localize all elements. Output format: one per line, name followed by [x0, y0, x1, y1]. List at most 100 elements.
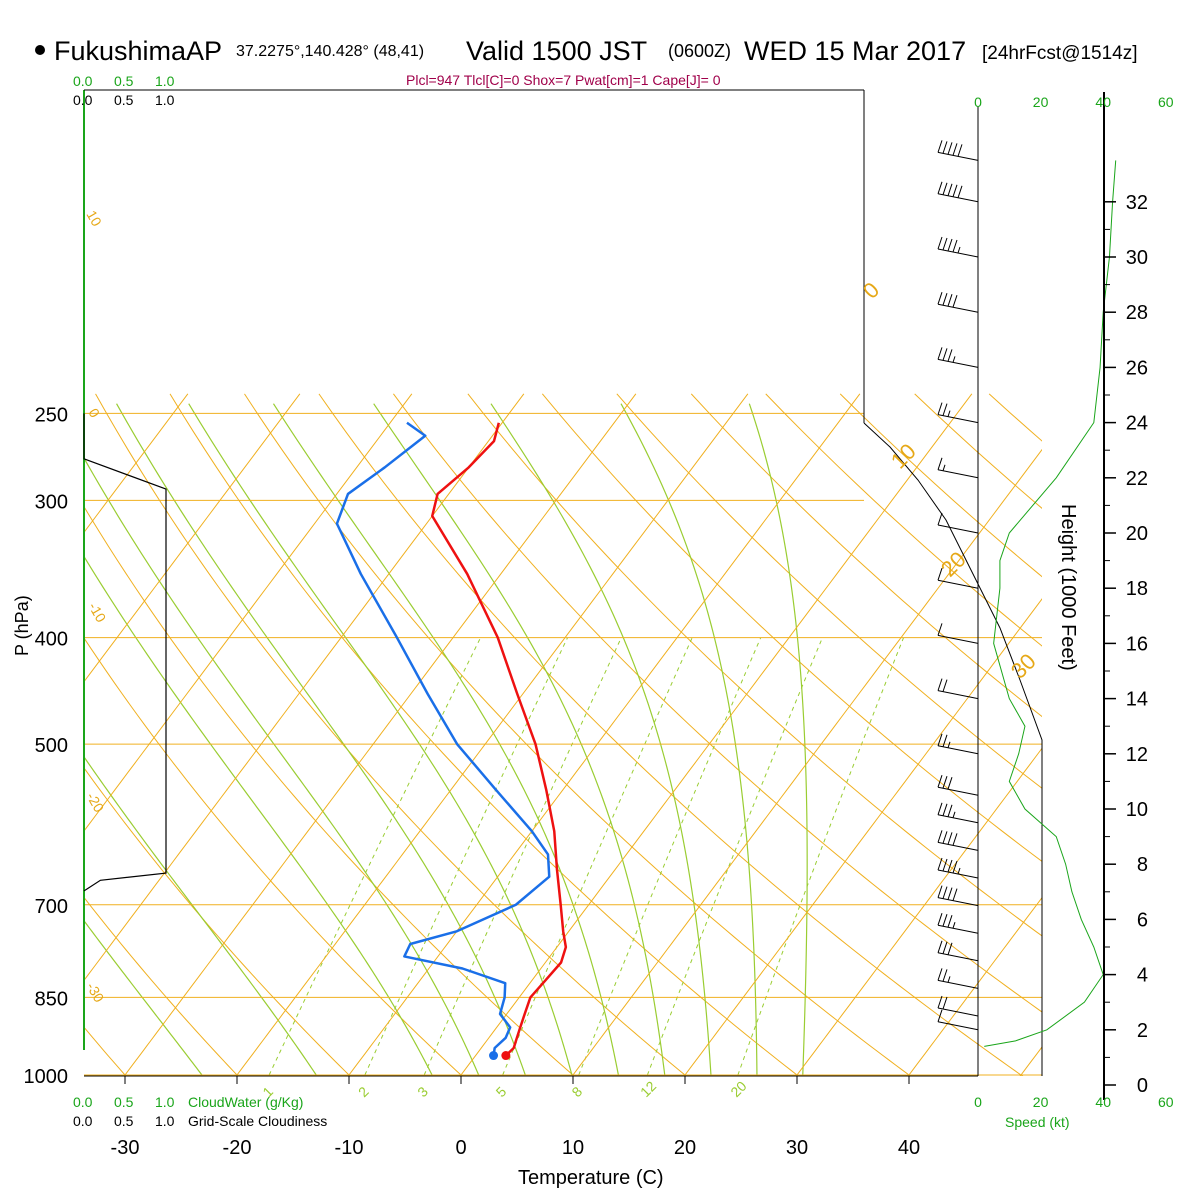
wind-barb-shaft [937, 524, 979, 534]
mixing-ratio-line [268, 637, 482, 1076]
wind-barb-feather [952, 860, 958, 874]
temperature-tick-label: 40 [898, 1137, 920, 1159]
cloudwater-label: CloudWater (g/Kg) [188, 1094, 303, 1110]
valid-time: Valid 1500 JST [466, 36, 647, 66]
dry-adiabat-line [393, 393, 1042, 1013]
wind-barb [937, 678, 979, 700]
height-tick-label: 22 [1126, 468, 1148, 490]
moist-adiabat-line [373, 403, 666, 1076]
temperature-tick-label: -10 [335, 1137, 364, 1159]
sounding-params: Plcl=947 Tlcl[C]=0 Shox=7 Pwat[cm]=1 Cap… [406, 72, 721, 88]
height-tick-label: 4 [1137, 965, 1148, 987]
wind-barb [937, 857, 979, 879]
wind-barb-feather [942, 403, 948, 416]
wind-barb [937, 733, 979, 755]
wind-barb-feather [937, 913, 943, 926]
wind-barb [937, 913, 979, 934]
wind-barb-feather [937, 995, 943, 1009]
wind-barb-feather [937, 733, 943, 746]
temperature-ticks: -30 -20 -10 0 10 20 30 40 [111, 1076, 920, 1159]
dry-adiabat-line [765, 393, 1042, 647]
wind-barb [937, 457, 979, 479]
wind-barb [937, 181, 979, 203]
isotherm-line [459, 393, 973, 1076]
speed-tick-top: 0 [974, 94, 982, 110]
temperature-tick-label: -30 [111, 1137, 140, 1159]
wind-barb-feather [937, 1009, 943, 1022]
mixing-ratio-line [737, 637, 905, 1076]
wind-barb-shaft [937, 414, 979, 424]
cloudwater-tick-bottom-2: 1.0 [155, 1094, 175, 1110]
wind-barb-feather [957, 144, 963, 157]
wind-barb-feather [952, 833, 958, 846]
isotherm-line [907, 896, 1042, 1076]
dry-adiabat-line [169, 393, 800, 1076]
mixing-ratio-label: 3 [414, 1083, 431, 1100]
isotherms [84, 393, 1042, 1076]
wind-barb-feather [952, 184, 958, 197]
dry-adiabat-line [84, 767, 351, 1076]
wind-barb-feather [952, 239, 958, 253]
wind-barb-feather [937, 236, 943, 250]
cloudiness-tick-top-2: 1.0 [155, 92, 175, 108]
height-tick-label: 2 [1137, 1020, 1148, 1042]
wind-barb-feather [952, 295, 958, 308]
wind-barb-feather [947, 804, 953, 817]
wind-barb-feather [947, 915, 953, 928]
wind-barb-feather [937, 802, 943, 815]
speed-tick-bottom: 20 [1033, 1094, 1049, 1110]
wind-barb-shaft [937, 841, 979, 851]
cloudiness-label: Grid-Scale Cloudiness [188, 1113, 327, 1129]
mixing-ratio-label: 8 [568, 1083, 585, 1100]
mixing-ratio-label: 12 [637, 1078, 659, 1100]
wind-barb-feather [937, 775, 943, 788]
moist-adiabat-line [272, 403, 620, 1076]
isotherm-line [123, 393, 637, 1076]
wind-barb-half-feather [947, 976, 951, 983]
cloudiness-tick-top-0: 0.0 [73, 92, 93, 108]
isobars [84, 412, 1042, 1076]
speed-tick-bottom: 60 [1158, 1094, 1174, 1110]
wind-barb-feather [937, 830, 943, 843]
temperature-tick-label: 0 [455, 1137, 466, 1159]
cloudwater-tick-top-0: 0.0 [73, 73, 93, 89]
cloudwater-tick-top-2: 1.0 [155, 73, 175, 89]
wind-speed-profile [984, 160, 1117, 1047]
wind-barb-shaft [937, 786, 979, 796]
height-tick-label: 0 [1137, 1075, 1148, 1097]
height-tick-label: 8 [1137, 854, 1148, 876]
dry-adiabats [84, 393, 1042, 1076]
dry-adiabat-line [84, 505, 575, 1076]
isotherm-line [235, 393, 749, 1076]
wind-barb-feather [942, 831, 948, 844]
temperature-tick-label: 10 [562, 1137, 584, 1159]
isotherm-line [84, 393, 301, 683]
pressure-ticks: 250 300 400 500 700 850 1000 [24, 404, 69, 1088]
dry-adiabat-line [541, 393, 1042, 863]
wind-barb-feather [937, 885, 943, 898]
wind-barb-feather [937, 678, 943, 691]
wind-barb-feather [942, 679, 948, 692]
cloudiness-tick-bottom-0: 0.0 [73, 1113, 93, 1129]
pressure-tick-label: 300 [35, 491, 68, 513]
moist-adiabat-line [116, 403, 527, 1076]
wind-barb-shaft [937, 979, 979, 989]
wind-barb-shaft [937, 1007, 979, 1017]
x-axis-label: Temperature (C) [518, 1167, 664, 1189]
cloudiness-line [83, 413, 167, 892]
wind-barb [937, 623, 979, 644]
wind-barb [937, 568, 979, 589]
sounding-series [335, 421, 568, 1057]
cloudiness-profile [83, 413, 167, 892]
wind-barb-feather [952, 143, 958, 156]
wind-barb-shaft [937, 952, 979, 962]
wind-barb [937, 292, 979, 313]
height-tick-label: 10 [1126, 799, 1148, 821]
wind-barb-feather [937, 857, 943, 871]
pressure-tick-label: 1000 [24, 1066, 69, 1088]
dewpoint-surface-marker [489, 1051, 499, 1061]
wind-barb-shaft [937, 814, 979, 824]
wind-barb-feather [937, 347, 943, 360]
moist-adiabat-line [84, 919, 204, 1076]
